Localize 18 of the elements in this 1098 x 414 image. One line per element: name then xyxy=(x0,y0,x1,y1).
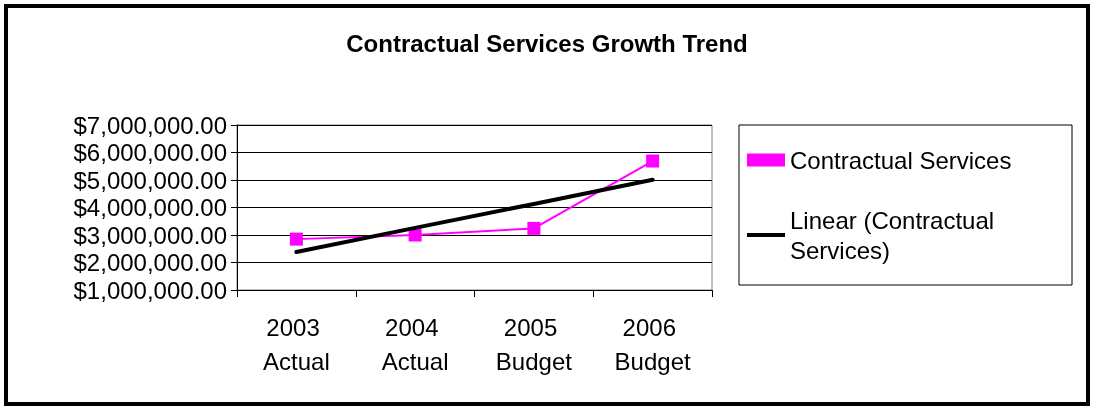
y-tick-label: $6,000,000.00 xyxy=(73,139,227,166)
y-tick-label: $5,000,000.00 xyxy=(73,166,227,194)
y-tick-label: $1,000,000.00 xyxy=(73,276,227,304)
y-tick-label: $3,000,000.00 xyxy=(73,221,227,249)
x-tick-label: 2003 Actual xyxy=(263,313,330,375)
chart-title: Contractual Services Growth Trend xyxy=(346,29,748,57)
y-tick-label: $7,000,000.00 xyxy=(73,111,227,139)
point xyxy=(527,221,541,235)
x-tick-label: 2006 Budget xyxy=(614,313,691,375)
legend-label: Linear (Contractual Services) xyxy=(790,206,1001,264)
y-tick-label: $2,000,000.00 xyxy=(73,249,227,276)
x-tick-label: 2005 Budget xyxy=(495,313,573,375)
legend-label: Contractual Services xyxy=(790,146,1012,174)
y-tick-label: $4,000,000.00 xyxy=(73,194,227,221)
point xyxy=(646,154,660,168)
x-tick-label: 2004 Actual xyxy=(381,313,449,375)
point xyxy=(408,228,422,242)
point xyxy=(289,232,303,246)
